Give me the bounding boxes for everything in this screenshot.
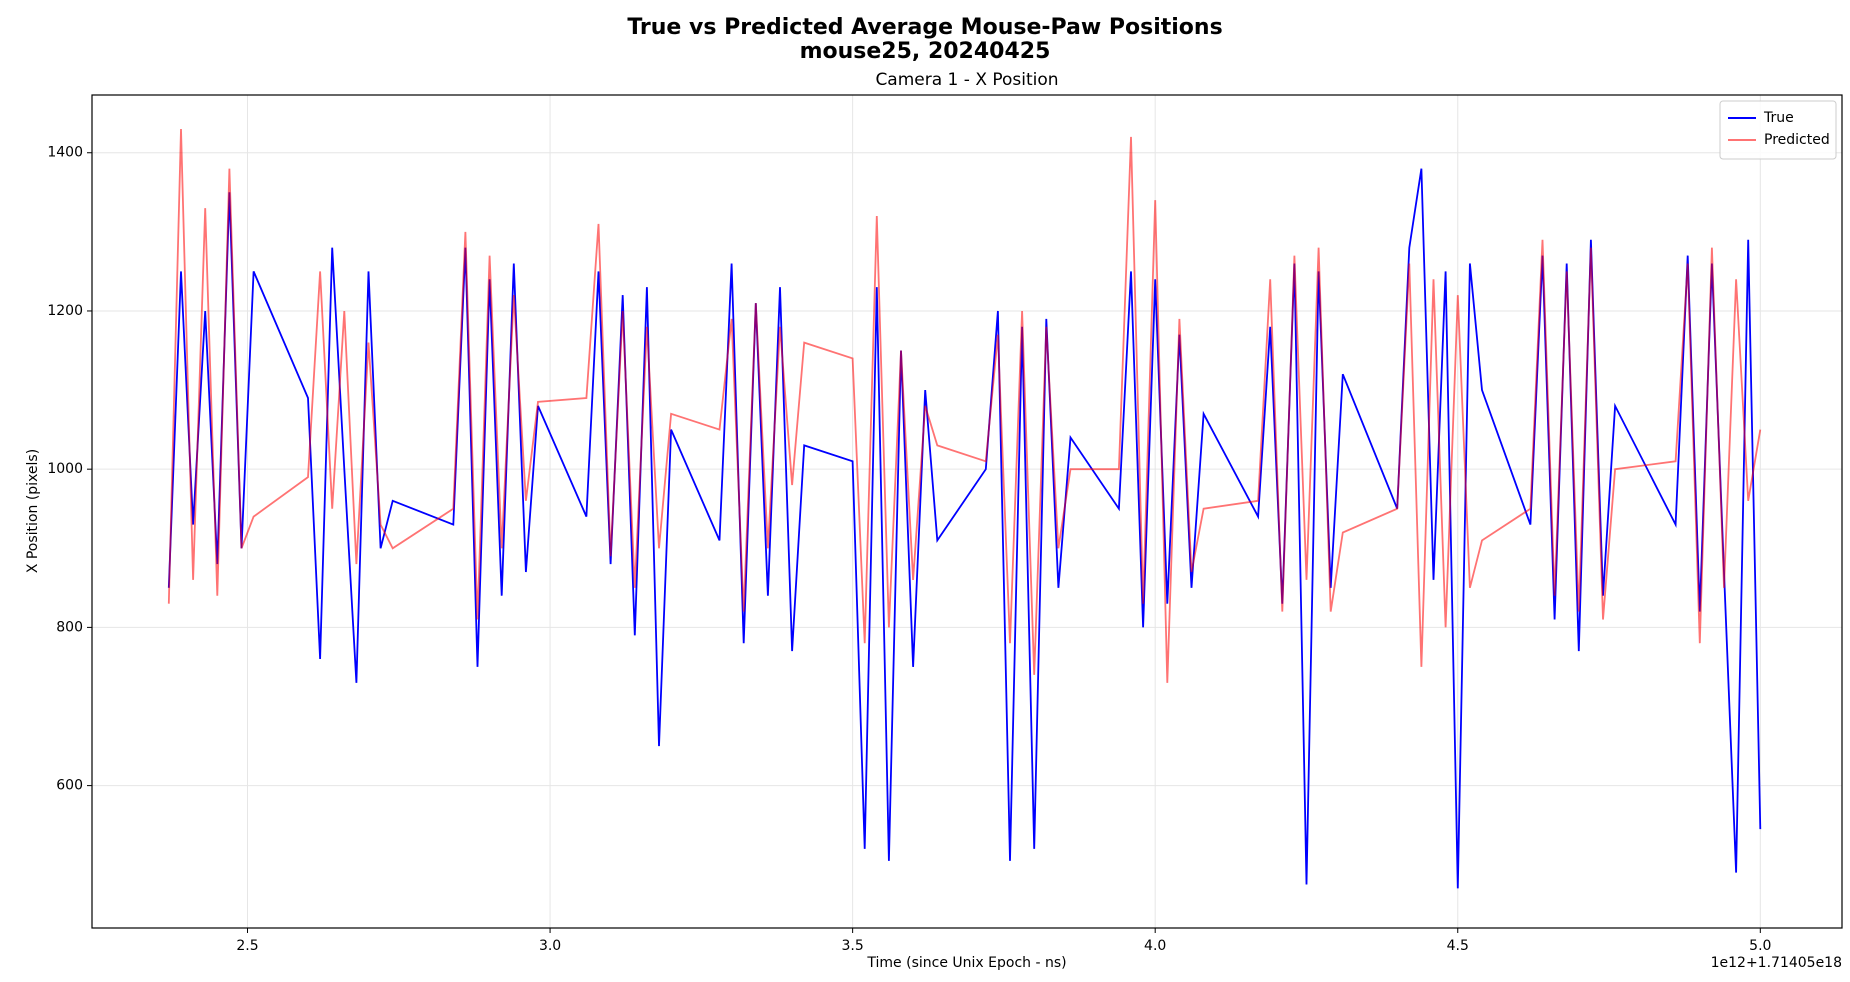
- legend-box: [1719, 100, 1837, 160]
- x-tick-label: 3.0: [539, 938, 561, 954]
- x-tick-label: 5.0: [1749, 938, 1771, 954]
- y-tick-label: 1000: [47, 461, 83, 477]
- axes-title: Camera 1 - X Position: [875, 70, 1058, 90]
- y-tick-label: 600: [56, 778, 83, 794]
- chart-subtitle: mouse25, 20240425: [800, 39, 1051, 64]
- x-offset-label: 1e12+1.71405e18: [1711, 955, 1842, 971]
- y-tick-label: 1200: [47, 303, 83, 319]
- series-line: [167, 128, 1762, 683]
- x-tick-label: 4.5: [1447, 938, 1469, 954]
- x-axis-label: Time (since Unix Epoch - ns): [866, 955, 1066, 971]
- axes-frame: [91, 94, 1843, 929]
- x-tick-label: 3.5: [841, 938, 863, 954]
- x-tick-label: 2.5: [236, 938, 258, 954]
- x-tick-label: 4.0: [1144, 938, 1166, 954]
- legend-label: Predicted: [1764, 132, 1830, 148]
- legend-label: True: [1763, 110, 1794, 126]
- y-tick-label: 800: [56, 619, 83, 635]
- y-axis-label: X Position (pixels): [25, 449, 41, 573]
- y-tick-label: 1400: [47, 145, 83, 161]
- chart-title: True vs Predicted Average Mouse-Paw Posi…: [627, 15, 1222, 40]
- series-line: [167, 168, 1762, 889]
